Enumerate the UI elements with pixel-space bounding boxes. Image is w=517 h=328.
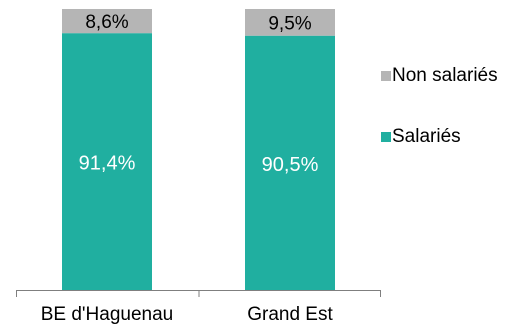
- data-label-non-salari-s-1: 9,5%: [268, 13, 311, 34]
- data-label-salari-s-1: 90,5%: [262, 154, 319, 176]
- x-tick-label-0: BE d'Haguenau: [41, 304, 174, 325]
- legend: Non salariés Salariés: [381, 65, 498, 147]
- legend-label-salari-s: Salariés: [392, 126, 461, 147]
- x-axis: BE d'Haguenau Grand Est: [16, 290, 381, 325]
- bar-segment-salari-s-1: [245, 35, 335, 290]
- bar-segment-non-salari-s-1: [245, 9, 335, 36]
- data-label-salari-s-0: 91,4%: [79, 153, 136, 175]
- bars-group: 91,4% 8,6% 90,5% 9,5%: [62, 9, 335, 290]
- bar-segment-non-salari-s-0: [62, 9, 152, 34]
- bar-segment-salari-s-0: [62, 33, 152, 290]
- legend-swatch-non-salari-s: [381, 71, 391, 81]
- data-label-non-salari-s-0: 8,6%: [85, 12, 128, 33]
- legend-swatch-salari-s: [381, 132, 391, 142]
- x-tick-label-1: Grand Est: [247, 304, 333, 325]
- legend-label-non-salari-s: Non salariés: [392, 65, 498, 86]
